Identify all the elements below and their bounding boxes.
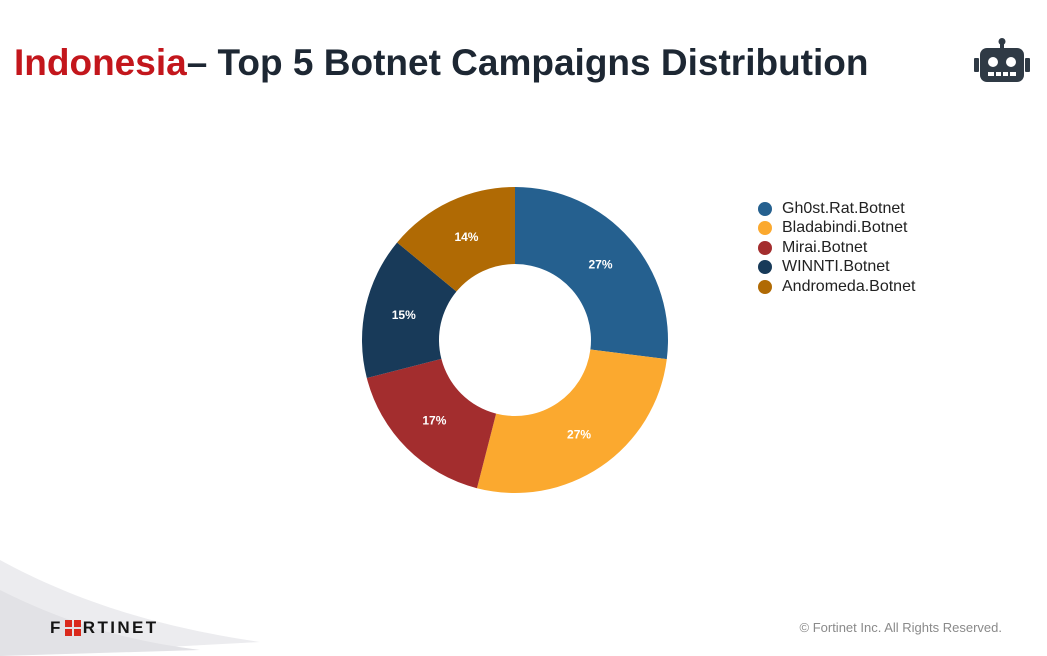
slice-label-bladabindi-botnet: 27% [567, 427, 591, 441]
legend-swatch [758, 221, 772, 236]
robot-icon [974, 38, 1030, 82]
slice-andromeda-botnet [397, 187, 515, 292]
legend-label: Gh0st.Rat.Botnet [782, 199, 905, 217]
slice-bladabindi-botnet [476, 349, 667, 494]
slice-label-andromeda-botnet: 14% [454, 230, 478, 244]
title-country: Indonesia [14, 42, 187, 83]
legend-item-bladabindi-botnet: Bladabindi.Botnet [758, 219, 915, 239]
slice-label-mirai-botnet: 17% [422, 414, 446, 428]
legend-item-winnti-botnet: WINNTI.Botnet [758, 258, 915, 278]
fortinet-logo: F RTINET [50, 618, 159, 638]
slice-label-winnti-botnet: 15% [392, 308, 416, 322]
slice-mirai-botnet [366, 358, 497, 489]
page-title: Indonesia– Top 5 Botnet Campaigns Distri… [14, 38, 868, 88]
legend-item-gh0st-rat-botnet: Gh0st.Rat.Botnet [758, 199, 915, 219]
legend-item-mirai-botnet: Mirai.Botnet [758, 238, 915, 258]
legend-label: Mirai.Botnet [782, 238, 868, 256]
logo-letter-f: F [50, 618, 63, 637]
legend-item-andromeda-botnet: Andromeda.Botnet [758, 277, 915, 297]
legend-swatch [758, 260, 772, 275]
title-text: – Top 5 Botnet Campaigns Distribution [186, 42, 869, 83]
slice-winnti-botnet [362, 242, 457, 379]
legend-label: WINNTI.Botnet [782, 258, 890, 276]
legend-swatch [758, 201, 772, 216]
fortinet-o-mark-icon [64, 620, 81, 636]
chart-legend: Gh0st.Rat.Botnet Bladabindi.Botnet Mirai.B… [758, 199, 915, 297]
donut-slices [362, 187, 668, 494]
logo-text: RTINET [82, 618, 159, 637]
slice-gh0st-rat-botnet [515, 187, 668, 360]
legend-swatch [758, 240, 772, 255]
copyright-text: © Fortinet Inc. All Rights Reserved. [799, 620, 1003, 635]
legend-label: Bladabindi.Botnet [782, 219, 908, 237]
slice-label-gh0st-rat-botnet: 27% [588, 258, 612, 272]
donut-slice-labels: 27% 27% 17% 15% 14% [392, 230, 613, 441]
legend-swatch [758, 279, 772, 294]
legend-label: Andromeda.Botnet [782, 277, 916, 295]
